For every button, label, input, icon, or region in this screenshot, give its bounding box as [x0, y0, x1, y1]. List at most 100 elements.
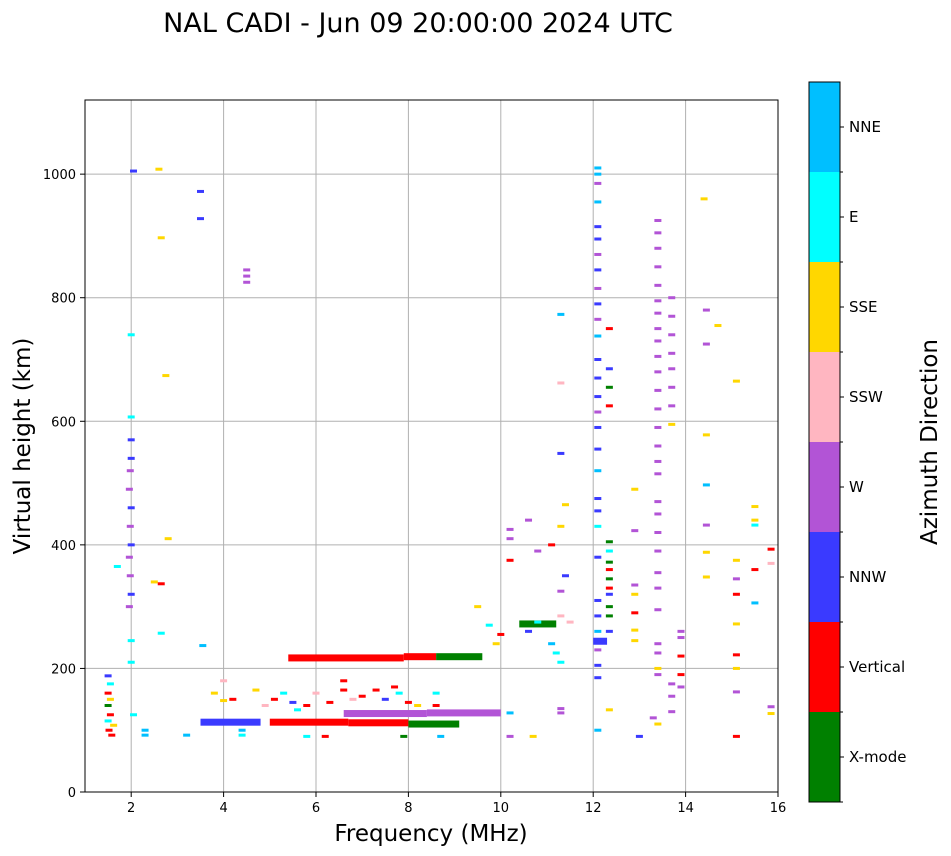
echo-point-e: [557, 660, 565, 664]
echo-point-x-mode: [400, 734, 408, 738]
echo-point-nnw: [104, 674, 112, 678]
echo-point-x-mode: [605, 560, 613, 564]
y-tick-label: 0: [68, 786, 76, 801]
echo-point-e: [157, 631, 165, 635]
echo-point-w: [654, 370, 662, 374]
echo-point-vertical: [605, 404, 613, 408]
colorbar-tick-label: NNE: [849, 118, 881, 136]
echo-point-sse: [714, 324, 722, 328]
x-tick-label: 8: [404, 801, 412, 816]
echo-point-w: [654, 327, 662, 331]
echo-point-nnw: [594, 555, 602, 559]
echo-point-vertical: [157, 582, 165, 586]
echo-point-w: [654, 500, 662, 504]
echo-point-nnw: [289, 700, 297, 704]
echo-point-sse: [767, 712, 775, 716]
echo-point-w: [677, 685, 685, 689]
echo-point-sse: [751, 518, 759, 522]
echo-point-w: [654, 283, 662, 287]
echo-point-e: [127, 333, 135, 337]
colorbar-swatch-nne: [809, 82, 840, 172]
echo-point-w: [534, 549, 542, 553]
echo-point-ssw: [349, 697, 357, 701]
colorbar-label: Azimuth Direction: [917, 339, 943, 545]
echo-point-nnw: [127, 506, 135, 510]
echo-trace-vertical: [348, 719, 409, 727]
echo-point-x-mode: [605, 385, 613, 389]
echo-point-nne: [548, 642, 556, 646]
echo-point-sse: [702, 550, 710, 554]
y-tick-label: 800: [51, 292, 76, 307]
x-tick-label: 14: [677, 801, 694, 816]
echo-point-nnw: [594, 614, 602, 618]
echo-point-w: [702, 523, 710, 527]
echo-point-w: [654, 531, 662, 534]
echo-point-w: [654, 339, 662, 343]
echo-point-vertical: [104, 691, 112, 695]
echo-point-vertical: [732, 653, 740, 657]
echo-point-sse: [751, 505, 759, 509]
echo-point-nnw: [197, 217, 204, 221]
colorbar-tick-label: X-mode: [849, 748, 906, 766]
echo-point-nnw: [561, 574, 569, 578]
echo-point-vertical: [106, 713, 114, 717]
echo-trace-vertical: [269, 718, 349, 726]
echo-point-x-mode: [605, 540, 613, 544]
echo-point-w: [125, 605, 133, 609]
echo-point-vertical: [358, 694, 366, 698]
echo-point-e: [534, 620, 542, 624]
echo-point-e: [605, 549, 613, 553]
echo-point-w: [594, 181, 602, 185]
echo-point-sse: [252, 688, 260, 692]
echo-point-vertical: [631, 611, 639, 615]
x-tick-label: 10: [493, 801, 510, 816]
x-tick-label: 4: [219, 801, 227, 816]
x-tick-label: 12: [585, 801, 602, 816]
echo-point-w: [668, 385, 676, 389]
echo-point-ssw: [312, 691, 320, 695]
echo-point-sse: [654, 666, 662, 670]
echo-trace-x-mode: [519, 620, 557, 628]
echo-point-e: [303, 734, 311, 738]
echo-point-w: [654, 265, 662, 269]
echo-point-nnw: [130, 169, 138, 173]
echo-point-e: [106, 682, 114, 686]
echo-point-nnw: [594, 358, 602, 361]
grid-lines: [85, 100, 779, 793]
echo-point-w: [668, 333, 676, 337]
echo-point-nnw: [594, 676, 602, 680]
x-axis-label: Frequency (MHz): [334, 821, 527, 847]
echo-point-w: [732, 577, 740, 581]
echo-point-nne: [594, 166, 602, 170]
echo-point-sse: [414, 704, 422, 707]
colorbar-swatch-x-mode: [809, 712, 840, 802]
echo-point-sse: [605, 708, 613, 712]
echo-point-sse: [150, 580, 158, 584]
echo-point-nnw: [594, 663, 602, 667]
echo-point-w: [668, 314, 676, 318]
echo-point-ssw: [566, 620, 574, 624]
echo-point-sse: [631, 639, 639, 643]
echo-point-nne: [557, 312, 565, 316]
echo-point-e: [751, 523, 759, 527]
echo-point-e: [130, 713, 138, 717]
echo-point-vertical: [270, 697, 278, 701]
echo-point-nnw: [594, 237, 602, 241]
echo-point-w: [654, 459, 662, 463]
y-tick-label: 600: [51, 415, 76, 430]
echo-point-sse: [700, 197, 708, 201]
echo-point-vertical: [605, 327, 613, 331]
echo-point-w: [732, 690, 740, 694]
echo-trace-nnw: [593, 637, 608, 645]
echo-point-e: [127, 415, 135, 419]
plot-frame: [84, 99, 779, 793]
colorbar-tick-label: SSE: [849, 298, 878, 316]
echo-point-sse: [732, 622, 740, 626]
echo-point-sse: [732, 379, 740, 383]
echo-point-w: [243, 280, 251, 284]
echo-point-w: [654, 299, 662, 303]
echo-point-nnw: [605, 592, 613, 596]
echo-point-sse: [220, 699, 228, 703]
colorbar-tick-label: SSW: [849, 388, 883, 406]
